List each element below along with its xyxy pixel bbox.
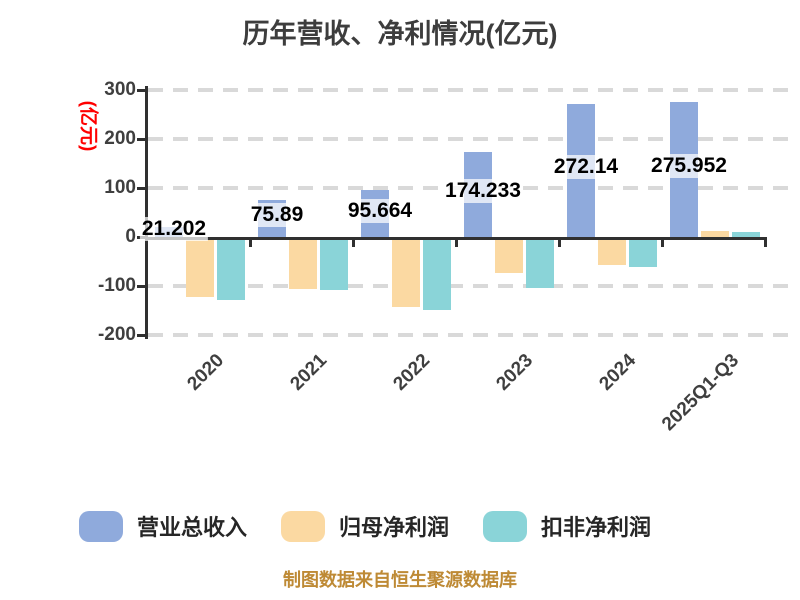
legend-swatch-revenue — [78, 510, 123, 542]
legend-label-revenue: 营业总收入 — [136, 515, 247, 540]
data-label-2021: 75.89 — [248, 203, 306, 228]
x-tick-label-2025Q1-Q3: 2025Q1-Q3 — [658, 350, 744, 436]
x-tick-label-2022: 2022 — [389, 350, 435, 395]
gridline-300 — [148, 88, 788, 92]
bar-扣非净利润-2020[interactable] — [217, 240, 245, 300]
y-axis-tick--100 — [137, 285, 148, 288]
gridline--200 — [148, 333, 788, 337]
legend-label-net-profit: 归母净利润 — [338, 515, 449, 540]
legend-swatch-nongaap-profit — [483, 510, 527, 542]
x-tick-label-2021: 2021 — [286, 350, 332, 395]
y-tick-label-200: 200 — [104, 128, 136, 149]
bar-扣非净利润-2022[interactable] — [423, 240, 451, 310]
legend-item-nongaap-profit[interactable]: 扣非净利润 — [483, 510, 651, 542]
bar-扣非净利润-2025Q1-Q3[interactable] — [732, 232, 760, 237]
legend-item-net-profit[interactable]: 归母净利润 — [280, 510, 449, 542]
bar-归母净利润-2023[interactable] — [495, 240, 523, 274]
x-tick-label-2023: 2023 — [492, 350, 538, 395]
bar-归母净利润-2024[interactable] — [598, 240, 626, 265]
y-tick-label-100: 100 — [104, 177, 136, 198]
chart-title: 历年营收、净利情况(亿元) — [242, 19, 558, 49]
bar-扣非净利润-2024[interactable] — [629, 240, 657, 268]
y-tick-label-0: 0 — [125, 226, 136, 247]
y-tick-label--100: -100 — [97, 275, 136, 296]
bar-归母净利润-2020[interactable] — [186, 240, 214, 298]
y-axis-tick--200 — [137, 334, 148, 337]
x-axis-tick — [764, 237, 767, 247]
x-axis-tick — [352, 237, 355, 247]
y-axis-tick-200 — [137, 138, 148, 141]
gridline--100 — [148, 284, 788, 288]
data-label-2022: 95.664 — [345, 198, 415, 223]
legend-label-nongaap-profit: 扣非净利润 — [541, 515, 652, 540]
data-label-2024: 272.14 — [551, 155, 621, 180]
data-label-2023: 174.233 — [443, 179, 523, 204]
footer-source-note: 制图数据来自恒生聚源数据库 — [283, 570, 517, 590]
bar-扣非净利润-2023[interactable] — [526, 240, 554, 289]
x-axis-tick — [558, 237, 561, 247]
y-tick-label-300: 300 — [104, 79, 136, 100]
gridline-200 — [148, 137, 788, 141]
y-axis-tick-300 — [137, 89, 148, 92]
data-label-2020: 21.202 — [139, 216, 209, 241]
legend-swatch-net-profit — [280, 510, 325, 542]
bar-归母净利润-2025Q1-Q3[interactable] — [701, 230, 729, 237]
y-axis-line — [145, 86, 148, 339]
legend: 营业总收入 归母净利润 扣非净利润 — [0, 510, 730, 542]
x-axis-tick — [249, 237, 252, 247]
legend-item-revenue[interactable]: 营业总收入 — [78, 510, 247, 542]
plot-area: 21.202 75.89 95.664 174.233 272.14 275.952 — [137, 86, 788, 339]
x-tick-label-2020: 2020 — [183, 350, 229, 395]
y-tick-label--200: -200 — [97, 324, 136, 345]
bar-归母净利润-2022[interactable] — [392, 240, 420, 308]
x-axis-tick — [455, 237, 458, 247]
x-tick-label-2024: 2024 — [595, 350, 641, 395]
bar-扣非净利润-2021[interactable] — [320, 240, 348, 291]
x-axis-tick — [661, 237, 664, 247]
bar-归母净利润-2021[interactable] — [289, 240, 317, 289]
data-label-2025Q1-Q3: 275.952 — [649, 154, 729, 179]
y-axis-tick-100 — [137, 187, 148, 190]
